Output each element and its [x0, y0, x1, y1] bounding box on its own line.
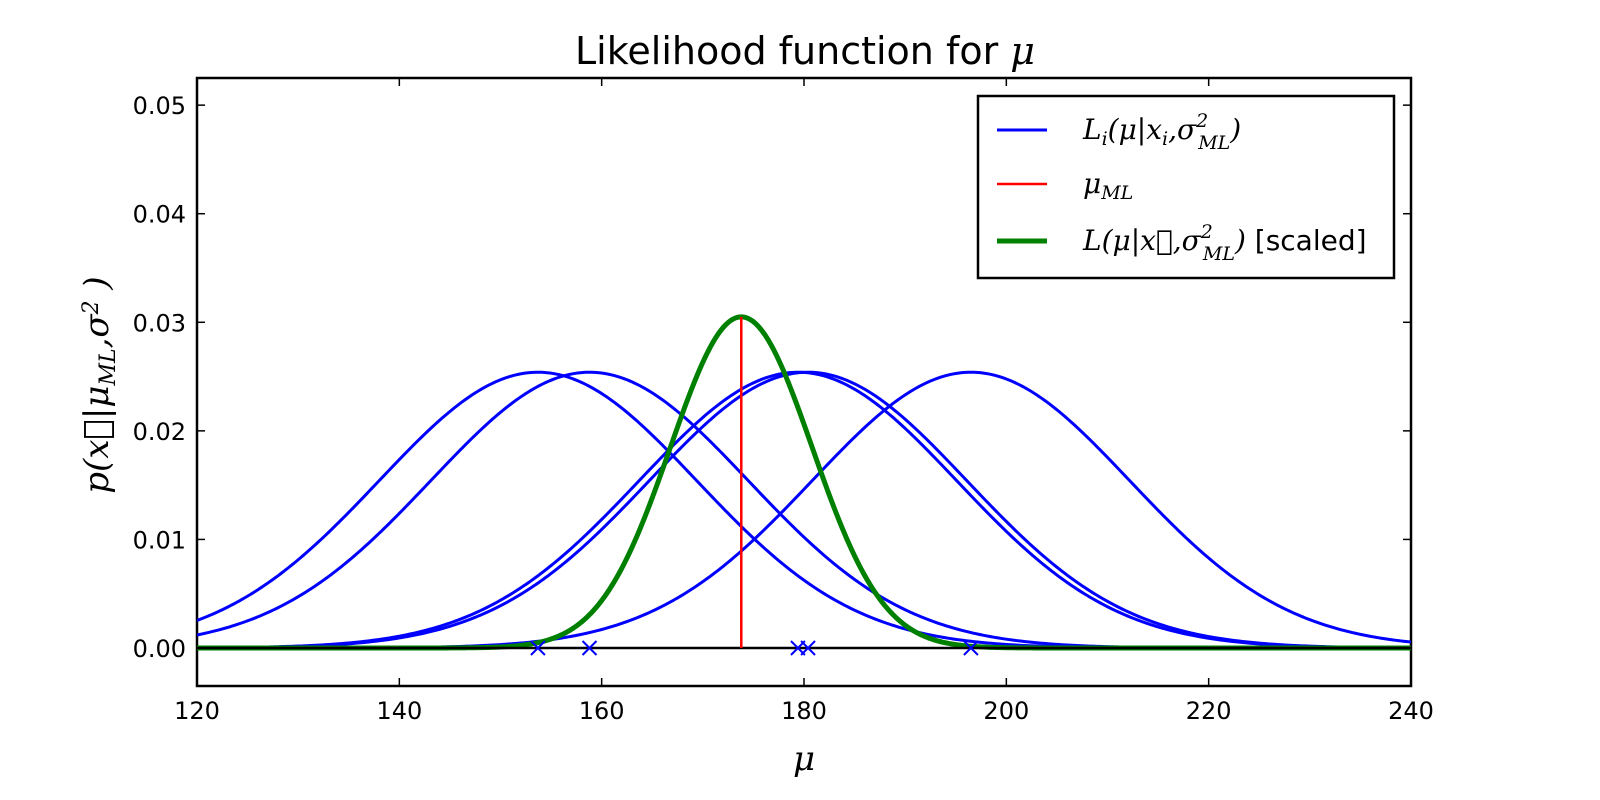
chart-title-symbol: μ: [1010, 29, 1035, 73]
chart-title-prefix: Likelihood function for: [575, 29, 1010, 73]
observation-marker: [800, 640, 816, 656]
x-tick-label: 120: [174, 697, 220, 725]
series-line-individual-likelihood: [197, 370, 1411, 650]
series-line-individual-likelihood: [197, 370, 1411, 650]
legend-box: [976, 94, 1396, 280]
chart-title: Likelihood function for μ: [575, 29, 1035, 73]
x-tick-label: 200: [983, 697, 1029, 725]
y-axis-label-close: ): [77, 276, 117, 300]
legend-label-l-scaled: L(μ|x⃗,σ2 ML) [scaled]: [1082, 221, 1367, 265]
y-tick-label: 0.02: [133, 418, 186, 446]
y-axis-label: p(x⃗|μML,σ2 ): [77, 276, 121, 493]
observation-marker: [963, 640, 979, 656]
y-axis-label-sup: 2: [79, 300, 104, 315]
y-tick-label: 0.05: [133, 92, 186, 120]
series-line-individual-likelihood: [197, 370, 1411, 650]
x-tick-label: 140: [376, 697, 422, 725]
x-tick-label: 180: [781, 697, 827, 725]
x-tick-label: 160: [579, 697, 625, 725]
series-line-individual-likelihood: [197, 370, 1411, 650]
y-axis-label-main: p(x⃗|μ: [77, 386, 117, 494]
y-axis-ticks: 0.00 0.01 0.02 0.03 0.04 0.05: [133, 92, 1411, 663]
y-axis-label-mid: ,σ: [77, 314, 117, 349]
x-tick-label: 220: [1186, 697, 1232, 725]
x-axis-ticks: 120 140 160 180 200 220 240: [174, 78, 1434, 725]
x-tick-label: 240: [1388, 697, 1434, 725]
observation-markers: [530, 640, 979, 656]
x-axis-label: μ: [793, 739, 815, 779]
series-line-individual-likelihood: [197, 370, 1411, 650]
y-tick-label: 0.03: [133, 309, 186, 337]
legend: Li(μ|xi,σ2 ML) μML L(μ|x⃗,σ2 ML) [scaled]: [976, 94, 1396, 280]
y-tick-label: 0.00: [133, 635, 186, 663]
y-tick-label: 0.04: [133, 201, 186, 229]
legend-label-mu-ml: μML: [1083, 167, 1133, 204]
observation-marker: [530, 640, 546, 656]
legend-label-li: Li(μ|xi,σ2 ML): [1082, 110, 1241, 154]
observation-marker: [581, 640, 598, 656]
y-axis-label-sub: ML: [96, 348, 121, 386]
series-layer: [197, 314, 1411, 651]
y-tick-label: 0.01: [133, 526, 186, 554]
